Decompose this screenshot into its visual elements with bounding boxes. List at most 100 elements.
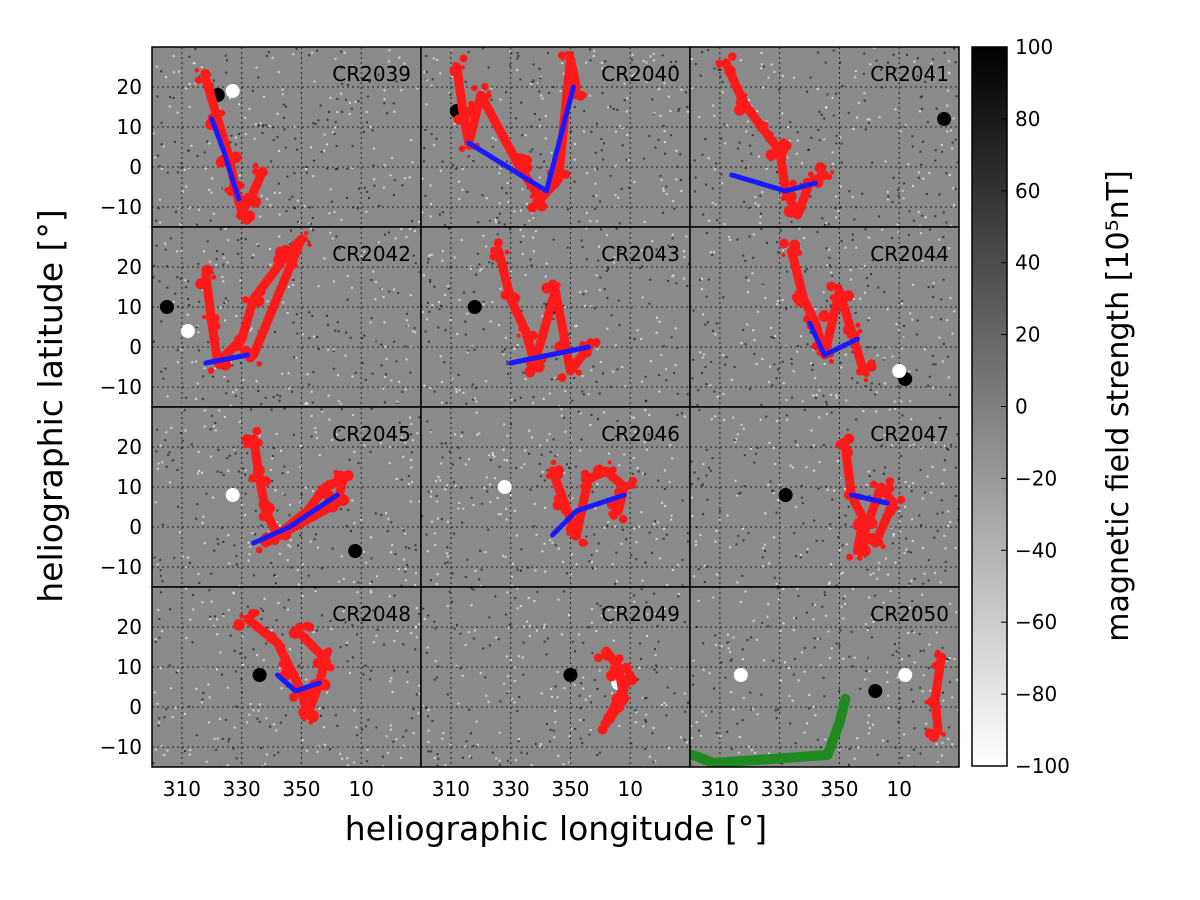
noise-pixel xyxy=(272,723,275,726)
noise-pixel xyxy=(388,290,391,293)
noise-pixel xyxy=(676,68,679,71)
noise-pixel xyxy=(930,62,933,65)
noise-pixel xyxy=(582,641,585,644)
noise-pixel xyxy=(910,490,913,493)
noise-pixel xyxy=(671,275,674,278)
noise-pixel xyxy=(161,523,164,526)
noise-pixel xyxy=(164,367,167,370)
noise-pixel xyxy=(349,336,352,339)
noise-pixel xyxy=(788,140,791,142)
noise-pixel xyxy=(287,372,290,375)
noise-pixel xyxy=(345,98,347,101)
noise-pixel xyxy=(852,587,855,590)
noise-pixel xyxy=(160,370,163,373)
noise-pixel xyxy=(886,198,889,201)
noise-pixel xyxy=(584,290,587,293)
noise-pixel xyxy=(699,351,702,354)
noise-pixel xyxy=(440,401,443,404)
noise-pixel xyxy=(851,351,854,353)
noise-pixel xyxy=(598,289,601,292)
noise-pixel xyxy=(736,238,739,241)
noise-pixel xyxy=(387,231,390,234)
noise-pixel xyxy=(687,110,689,113)
region-red-blob xyxy=(529,194,535,199)
noise-pixel xyxy=(258,720,261,723)
noise-pixel xyxy=(434,627,437,630)
noise-pixel xyxy=(549,539,551,542)
noise-pixel xyxy=(805,466,808,469)
noise-pixel xyxy=(244,469,247,472)
region-red-blob xyxy=(461,65,465,70)
noise-pixel xyxy=(281,472,284,475)
noise-pixel xyxy=(411,717,414,720)
noise-pixel xyxy=(594,207,597,210)
noise-pixel xyxy=(244,133,247,136)
noise-pixel xyxy=(423,71,426,74)
noise-pixel xyxy=(701,51,704,54)
noise-pixel xyxy=(235,563,238,566)
noise-pixel xyxy=(507,200,510,203)
noise-pixel xyxy=(502,554,505,557)
noise-pixel xyxy=(781,360,784,363)
noise-pixel xyxy=(573,106,576,109)
noise-pixel xyxy=(470,732,472,735)
panel-label: CR2047 xyxy=(870,422,949,446)
noise-pixel xyxy=(299,466,302,469)
noise-pixel xyxy=(940,298,943,301)
magnetogram-panel: CR2045 xyxy=(151,406,422,588)
noise-pixel xyxy=(496,497,499,499)
noise-pixel xyxy=(816,88,819,90)
noise-pixel xyxy=(429,430,432,433)
noise-pixel xyxy=(920,446,923,449)
noise-pixel xyxy=(829,523,832,526)
noise-pixel xyxy=(552,238,555,241)
noise-pixel xyxy=(172,97,175,99)
noise-pixel xyxy=(347,764,350,767)
noise-pixel xyxy=(907,631,910,634)
noise-pixel xyxy=(540,453,543,456)
noise-pixel xyxy=(343,51,346,54)
noise-pixel xyxy=(234,670,237,673)
noise-pixel xyxy=(931,354,934,357)
noise-pixel xyxy=(361,728,364,731)
noise-pixel xyxy=(307,240,310,243)
noise-pixel xyxy=(897,612,900,615)
noise-pixel xyxy=(570,130,573,133)
noise-pixel xyxy=(268,125,271,127)
noise-pixel xyxy=(410,632,413,635)
region-red-blob xyxy=(523,335,530,342)
noise-pixel xyxy=(714,634,717,637)
noise-pixel xyxy=(180,348,183,351)
noise-pixel xyxy=(947,376,950,379)
noise-pixel xyxy=(813,637,816,640)
noise-pixel xyxy=(185,396,188,399)
noise-pixel xyxy=(165,265,168,268)
noise-pixel xyxy=(309,206,312,209)
noise-pixel xyxy=(363,444,366,447)
noise-pixel xyxy=(644,375,647,378)
noise-pixel xyxy=(287,608,289,611)
noise-pixel xyxy=(346,641,348,644)
noise-pixel xyxy=(289,243,292,246)
noise-pixel xyxy=(381,765,384,767)
region-red-blob xyxy=(522,163,533,173)
noise-pixel xyxy=(755,363,758,365)
noise-pixel xyxy=(505,655,508,658)
region-red-blob xyxy=(449,65,461,77)
noise-pixel xyxy=(918,514,921,517)
x-tick-label: 330 xyxy=(761,777,799,801)
noise-pixel xyxy=(293,125,296,128)
noise-pixel xyxy=(706,321,709,324)
noise-pixel xyxy=(935,257,938,260)
noise-pixel xyxy=(498,324,500,327)
region-red-blob xyxy=(794,245,800,252)
noise-pixel xyxy=(407,475,410,478)
noise-pixel xyxy=(669,444,672,447)
noise-pixel xyxy=(600,149,603,152)
noise-pixel xyxy=(901,302,903,305)
noise-pixel xyxy=(662,124,665,127)
noise-pixel xyxy=(711,187,714,190)
noise-pixel xyxy=(946,130,949,133)
noise-pixel xyxy=(271,480,274,483)
